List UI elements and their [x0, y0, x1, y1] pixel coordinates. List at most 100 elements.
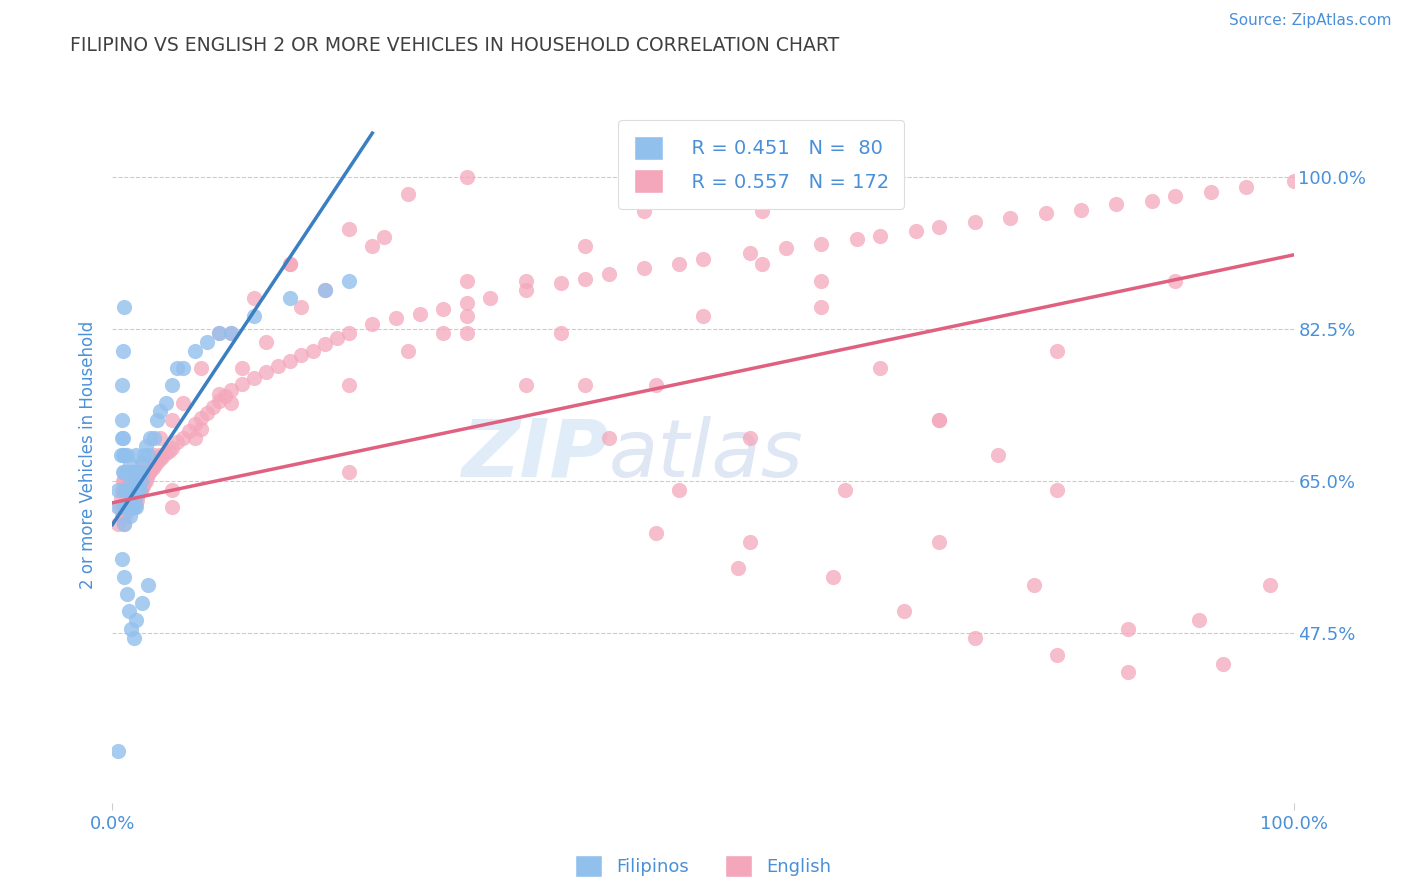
Point: [456, 274, 478, 288]
Point: [125, 496, 148, 510]
Point: [668, 483, 690, 497]
Point: [128, 466, 150, 480]
Point: [112, 500, 135, 514]
Point: [1035, 206, 1057, 220]
Point: [107, 744, 129, 758]
Point: [1140, 194, 1163, 208]
Point: [432, 326, 454, 341]
Point: [122, 496, 145, 510]
Point: [751, 257, 773, 271]
Point: [219, 326, 242, 341]
Point: [267, 359, 290, 374]
Point: [740, 535, 762, 549]
Point: [139, 431, 162, 445]
Point: [127, 483, 149, 497]
Point: [120, 499, 142, 513]
Point: [184, 417, 207, 432]
Point: [385, 310, 408, 325]
Point: [122, 500, 145, 514]
Point: [118, 501, 141, 516]
Point: [727, 561, 749, 575]
Point: [456, 326, 478, 341]
Point: [810, 274, 832, 288]
Point: [112, 570, 135, 584]
Point: [112, 500, 135, 514]
Point: [219, 383, 242, 397]
Point: [219, 326, 242, 341]
Point: [172, 360, 194, 375]
Point: [135, 474, 157, 488]
Point: [120, 508, 142, 523]
Point: [1046, 648, 1069, 662]
Text: ZIP: ZIP: [461, 416, 609, 494]
Text: atlas: atlas: [609, 416, 803, 494]
Point: [1282, 174, 1305, 188]
Point: [290, 348, 312, 362]
Point: [120, 500, 142, 514]
Point: [124, 470, 146, 484]
Point: [214, 389, 236, 403]
Point: [928, 413, 950, 427]
Point: [121, 500, 143, 514]
Point: [134, 448, 156, 462]
Point: [136, 448, 159, 462]
Point: [598, 431, 620, 445]
Point: [963, 215, 986, 229]
Point: [337, 326, 360, 341]
Point: [243, 371, 266, 385]
Point: [107, 517, 129, 532]
Point: [201, 400, 224, 414]
Point: [108, 500, 131, 514]
Point: [149, 431, 172, 445]
Point: [112, 496, 135, 510]
Point: [122, 466, 145, 480]
Point: [111, 508, 134, 523]
Point: [107, 483, 129, 497]
Point: [254, 365, 277, 379]
Point: [150, 450, 173, 464]
Point: [1105, 197, 1128, 211]
Point: [740, 246, 762, 260]
Point: [987, 448, 1010, 462]
Point: [904, 223, 927, 237]
Point: [142, 461, 165, 475]
Point: [127, 493, 149, 508]
Point: [219, 396, 242, 410]
Point: [361, 318, 384, 332]
Point: [155, 446, 177, 460]
Point: [775, 241, 797, 255]
Point: [278, 257, 301, 271]
Point: [1116, 665, 1139, 680]
Point: [692, 252, 714, 267]
Point: [120, 483, 142, 497]
Point: [644, 378, 666, 392]
Point: [172, 396, 194, 410]
Point: [190, 422, 212, 436]
Point: [112, 466, 135, 480]
Point: [125, 448, 148, 462]
Point: [124, 491, 146, 506]
Point: [928, 535, 950, 549]
Point: [1022, 578, 1045, 592]
Point: [515, 283, 537, 297]
Point: [208, 326, 231, 341]
Point: [125, 466, 148, 480]
Point: [1046, 343, 1069, 358]
Point: [361, 239, 384, 253]
Point: [195, 406, 218, 420]
Point: [131, 455, 153, 469]
Point: [121, 500, 143, 514]
Point: [135, 469, 157, 483]
Point: [550, 276, 572, 290]
Point: [125, 483, 148, 497]
Point: [112, 300, 135, 314]
Point: [112, 474, 135, 488]
Point: [1046, 483, 1069, 497]
Point: [107, 500, 129, 514]
Point: [128, 483, 150, 497]
Point: [112, 431, 135, 445]
Point: [998, 211, 1021, 226]
Point: [456, 169, 478, 184]
Point: [740, 431, 762, 445]
Point: [121, 483, 143, 497]
